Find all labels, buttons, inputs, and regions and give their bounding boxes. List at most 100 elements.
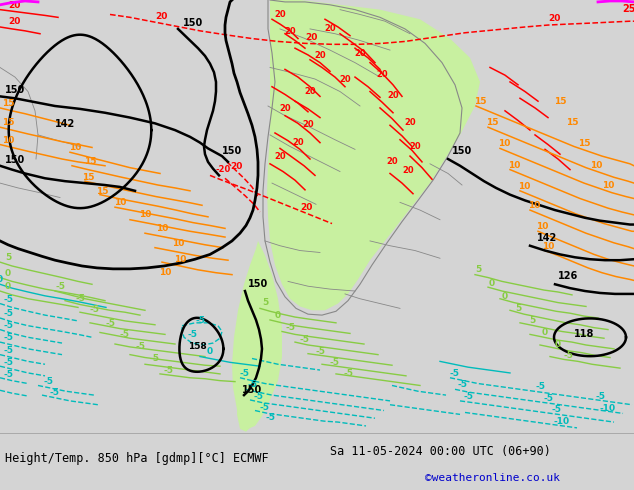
Text: 20: 20 <box>354 49 366 58</box>
Text: 20: 20 <box>279 104 291 113</box>
Text: 10: 10 <box>508 161 520 170</box>
Text: 20: 20 <box>274 152 286 161</box>
Text: 10: 10 <box>156 224 168 233</box>
Text: -5: -5 <box>457 380 467 390</box>
Text: 15: 15 <box>2 99 14 108</box>
Text: Height/Temp. 850 hPa [gdmp][°C] ECMWF: Height/Temp. 850 hPa [gdmp][°C] ECMWF <box>5 452 269 465</box>
Text: 15: 15 <box>474 97 486 106</box>
Text: 5: 5 <box>529 316 535 325</box>
Text: -20: -20 <box>215 165 230 173</box>
Text: 0: 0 <box>542 328 548 337</box>
Text: -5: -5 <box>551 405 561 415</box>
Text: 10: 10 <box>174 255 186 264</box>
Text: 15: 15 <box>578 140 590 148</box>
Text: 10: 10 <box>528 201 540 210</box>
Text: ©weatheronline.co.uk: ©weatheronline.co.uk <box>425 473 560 483</box>
Text: 150: 150 <box>183 18 204 28</box>
Text: 0: 0 <box>5 269 11 278</box>
Text: 0: 0 <box>489 279 495 288</box>
Text: 20: 20 <box>387 91 399 100</box>
Text: -5: -5 <box>3 346 13 355</box>
Text: 150: 150 <box>248 279 268 289</box>
Text: 20: 20 <box>302 120 314 129</box>
Text: 15: 15 <box>553 97 566 106</box>
Text: 10: 10 <box>602 181 614 190</box>
Text: -5: -5 <box>265 413 275 422</box>
Text: 20: 20 <box>230 162 242 171</box>
Text: -5: -5 <box>535 382 545 392</box>
Text: 15: 15 <box>2 118 14 127</box>
Text: -10: -10 <box>554 417 570 426</box>
Text: Sa 11-05-2024 00:00 UTC (06+90): Sa 11-05-2024 00:00 UTC (06+90) <box>330 445 550 458</box>
Text: 20: 20 <box>324 24 336 33</box>
Text: -5: -5 <box>285 322 295 332</box>
Text: 150: 150 <box>5 155 25 165</box>
Text: 15: 15 <box>486 118 498 127</box>
Text: 20: 20 <box>292 138 304 147</box>
Text: 5: 5 <box>475 265 481 274</box>
Text: 20: 20 <box>314 51 326 60</box>
Polygon shape <box>237 376 255 432</box>
Text: 0: 0 <box>0 275 3 284</box>
Text: 5: 5 <box>5 253 11 262</box>
Text: -5: -5 <box>3 309 13 318</box>
Text: -5: -5 <box>595 392 605 401</box>
Text: 20: 20 <box>305 33 318 43</box>
Text: 20: 20 <box>386 157 398 166</box>
Text: 15: 15 <box>82 173 94 182</box>
Text: 150: 150 <box>5 84 25 95</box>
Text: -5: -5 <box>90 305 100 314</box>
Text: 0: 0 <box>5 282 11 291</box>
Text: 5: 5 <box>262 298 268 308</box>
Text: -5: -5 <box>343 369 353 378</box>
Text: 10: 10 <box>2 136 14 145</box>
Text: 10: 10 <box>69 144 81 152</box>
Text: 0: 0 <box>555 340 561 349</box>
Text: -5: -5 <box>315 346 325 356</box>
Text: -5: -5 <box>187 330 197 339</box>
Text: 10: 10 <box>518 182 530 191</box>
Text: 0: 0 <box>207 346 213 356</box>
Text: 20: 20 <box>155 12 167 21</box>
Text: 20: 20 <box>8 0 20 10</box>
Text: -5: -5 <box>259 403 269 412</box>
Text: -5: -5 <box>105 318 115 328</box>
Polygon shape <box>232 241 282 429</box>
Text: -5: -5 <box>563 351 573 361</box>
Text: -5: -5 <box>3 333 13 342</box>
Text: 20: 20 <box>409 143 421 151</box>
Text: -5: -5 <box>330 358 340 367</box>
Text: 10: 10 <box>172 239 184 248</box>
Text: 10: 10 <box>536 222 548 231</box>
Text: 20: 20 <box>274 10 286 19</box>
Polygon shape <box>267 0 480 310</box>
Text: 5: 5 <box>515 304 521 313</box>
Text: -5: -5 <box>543 394 553 403</box>
Text: 20: 20 <box>300 203 313 212</box>
Text: -5: -5 <box>300 335 310 344</box>
Text: -5: -5 <box>150 354 160 364</box>
Text: 0: 0 <box>275 311 281 320</box>
Text: 10: 10 <box>590 161 602 170</box>
Text: 15: 15 <box>84 157 96 166</box>
Text: -5: -5 <box>163 366 173 375</box>
Text: -5: -5 <box>3 370 13 379</box>
Text: 126: 126 <box>558 271 578 281</box>
Text: 15: 15 <box>96 187 108 196</box>
Text: -5: -5 <box>247 380 257 390</box>
Text: 118: 118 <box>574 329 595 339</box>
Text: -5: -5 <box>3 320 13 330</box>
Text: 20: 20 <box>8 17 20 26</box>
Text: 15: 15 <box>566 118 578 127</box>
Text: 150: 150 <box>222 146 242 156</box>
Text: -5: -5 <box>3 294 13 304</box>
Text: 20: 20 <box>284 27 296 36</box>
Text: 142: 142 <box>55 119 75 129</box>
Text: 142: 142 <box>537 233 557 243</box>
Text: -5: -5 <box>43 376 53 386</box>
Text: 10: 10 <box>114 198 126 207</box>
Text: -5: -5 <box>463 392 473 401</box>
Text: 150: 150 <box>452 146 472 156</box>
Text: 20: 20 <box>304 87 316 97</box>
Text: 20: 20 <box>376 70 388 79</box>
